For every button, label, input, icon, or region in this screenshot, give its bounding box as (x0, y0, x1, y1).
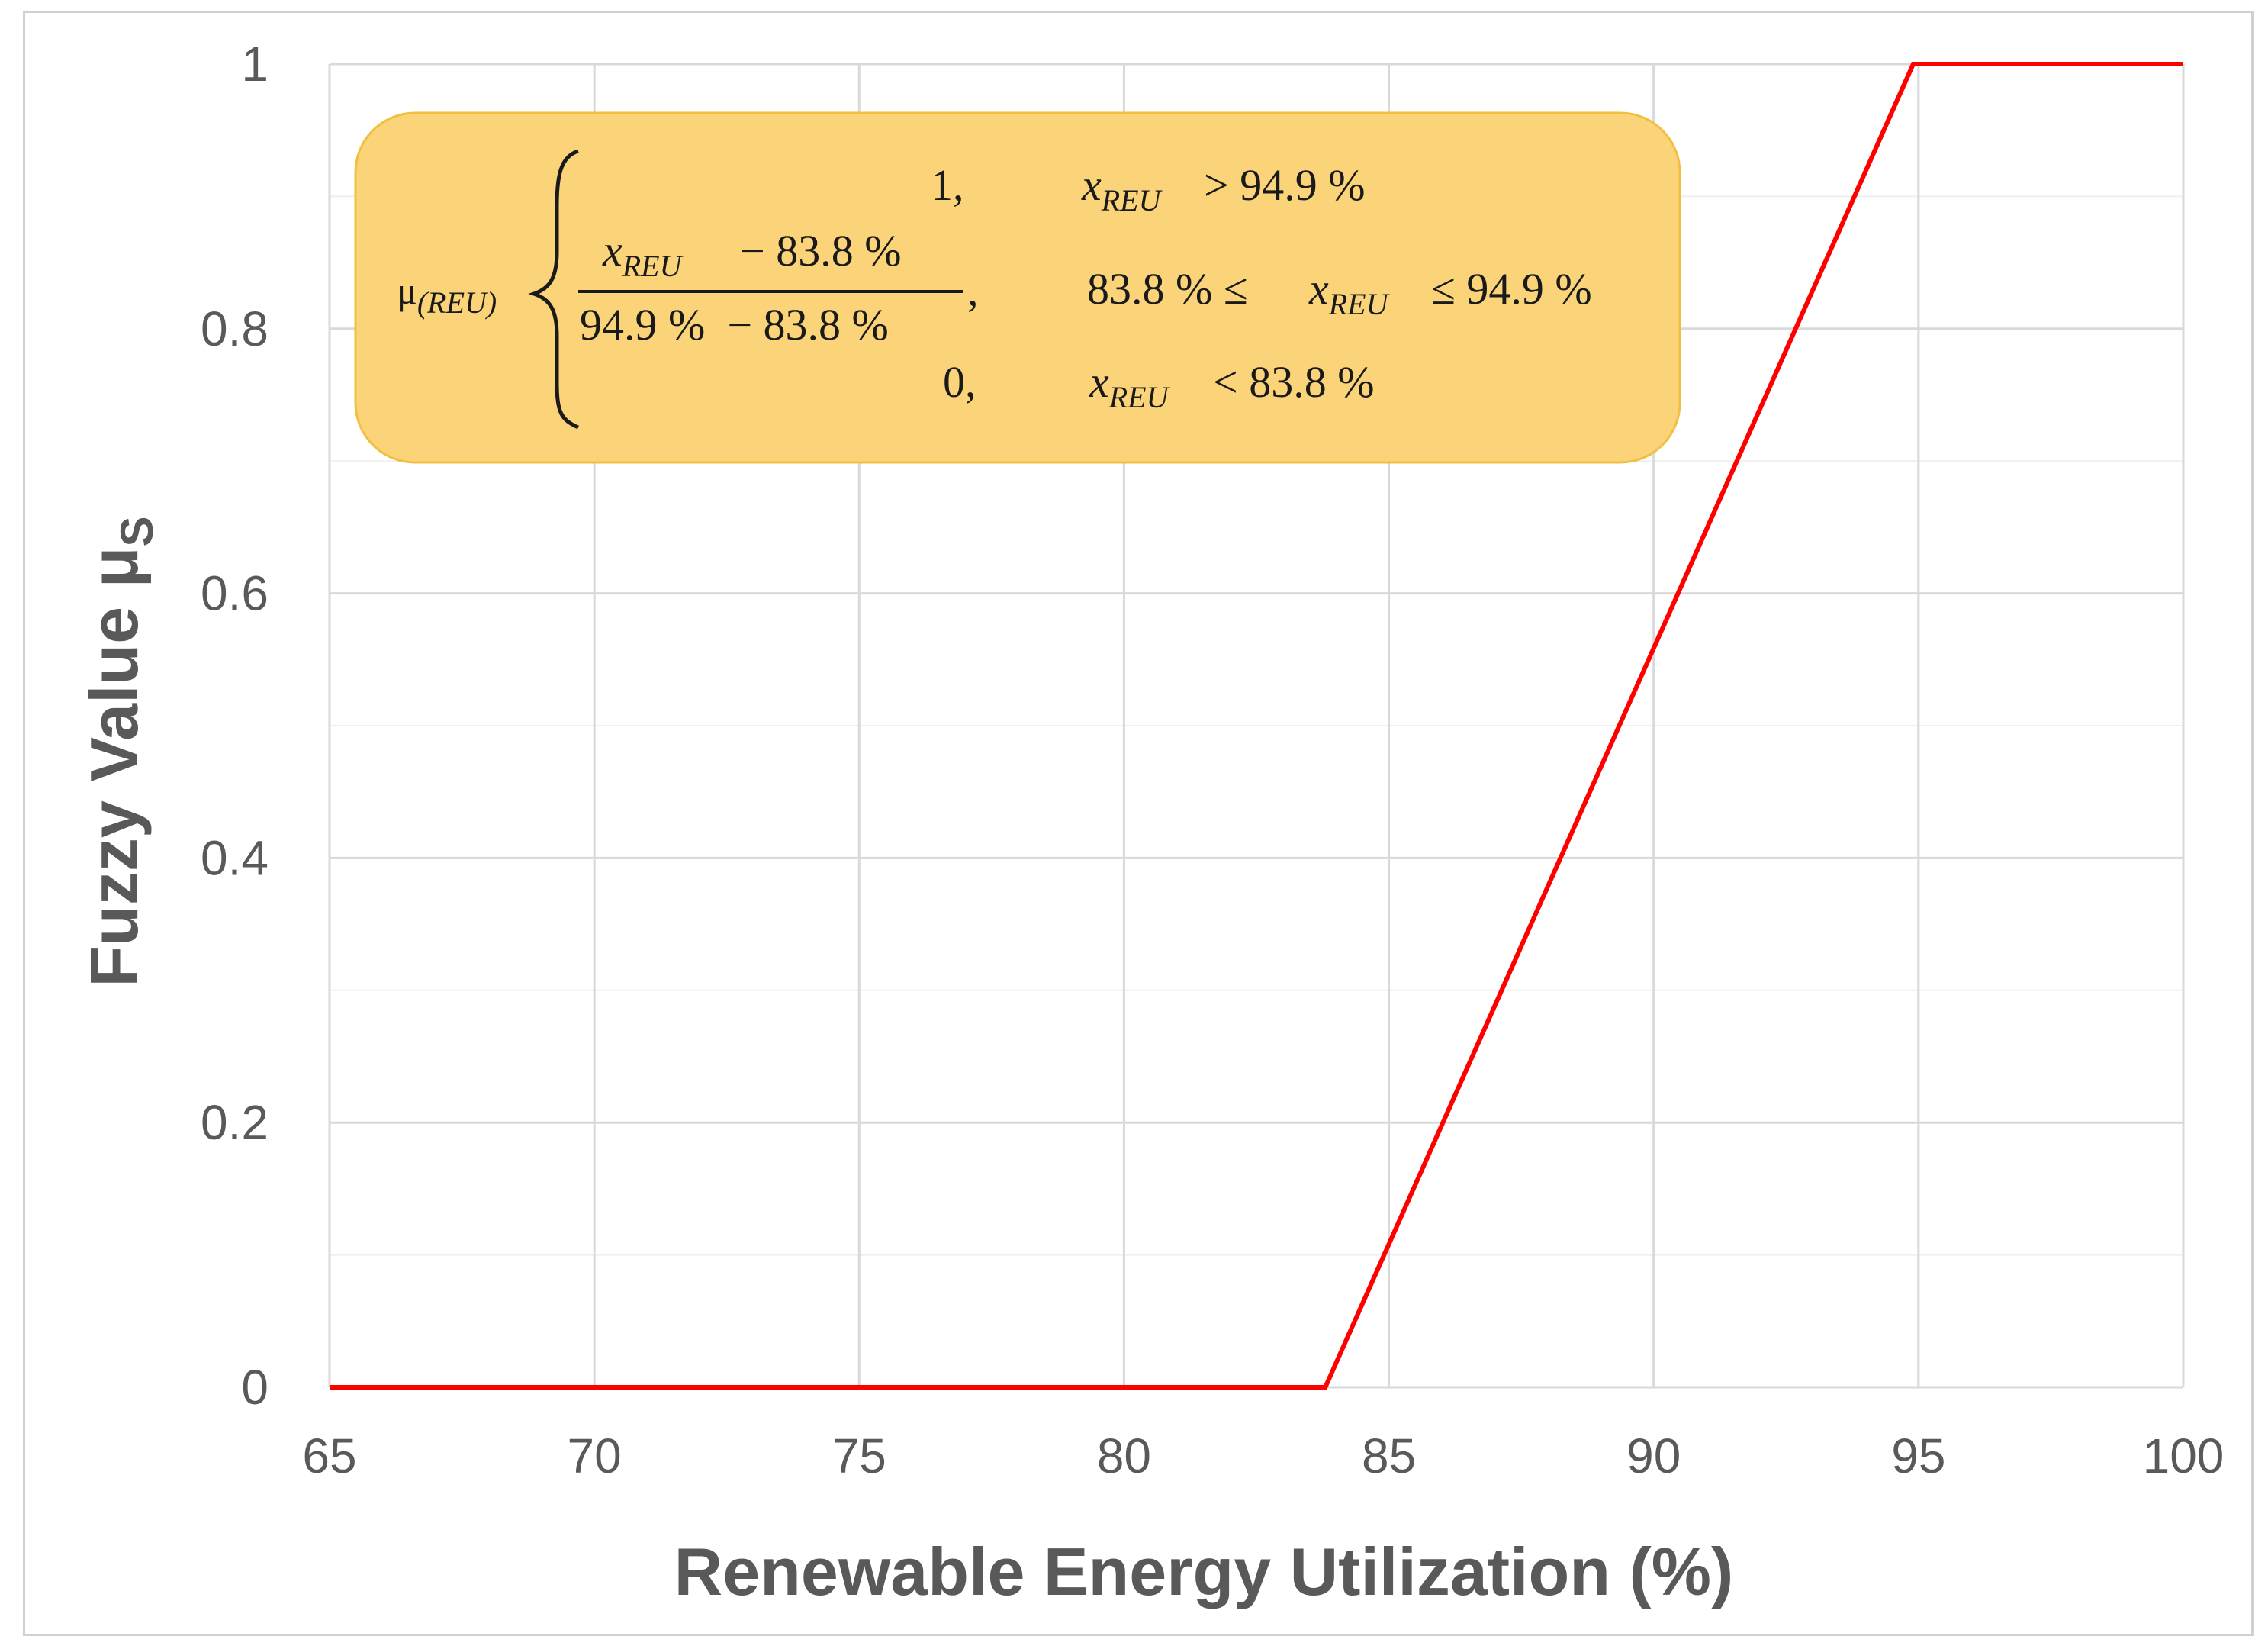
case3-cond: < 83.8 % (1213, 357, 1375, 407)
x-tick-label: 80 (1097, 1428, 1151, 1483)
formula-annotation: μ(REU) 1, xREU > 94.9 % xREU − 83.8 % 94… (354, 111, 1681, 464)
y-tick-label: 1 (241, 37, 269, 92)
y-axis-title-sub: S (111, 516, 162, 546)
case1-value: 1, (931, 160, 964, 210)
series-group (330, 62, 2183, 1390)
x-tick-label: 90 (1626, 1428, 1681, 1483)
x-tick-label: 85 (1362, 1428, 1416, 1483)
x-tick-label: 75 (832, 1428, 886, 1483)
case1-var: xREU (1081, 160, 1163, 217)
y-tick-label: 0.6 (201, 566, 269, 621)
case2-cond-left: 83.8 % ≤ (1087, 264, 1248, 314)
x-tick-label: 70 (568, 1428, 622, 1483)
case3-var: xREU (1089, 357, 1171, 414)
case2-den: 94.9 % − 83.8 % (580, 300, 889, 349)
case3-value: 0, (943, 357, 976, 407)
y-tick-label: 0.8 (201, 301, 269, 356)
x-tick-labels: 65 70 75 80 85 90 95 100 (302, 1428, 2224, 1483)
y-tick-label: 0 (241, 1360, 269, 1415)
y-axis-title: Fuzzy Value μS (76, 516, 162, 987)
case2-num-rest: − 83.8 % (740, 226, 902, 275)
case1-cond: > 94.9 % (1204, 160, 1366, 210)
x-tick-label: 95 (1891, 1428, 1945, 1483)
y-tick-label: 0.4 (201, 830, 269, 885)
case2-comma: , (967, 266, 979, 315)
y-tick-labels: 0 0.2 0.4 0.6 0.8 1 (201, 37, 269, 1415)
y-axis-title-main: Fuzzy Value μ (76, 546, 152, 987)
case2-cond-right: ≤ 94.9 % (1431, 264, 1592, 314)
x-tick-label: 65 (302, 1428, 356, 1483)
series-line (330, 62, 2183, 1390)
case2-num-var: xREU (602, 226, 684, 283)
x-tick-label: 100 (2143, 1428, 2225, 1483)
mu-label: μ(REU) (397, 269, 497, 320)
curly-brace (528, 149, 580, 430)
y-tick-label: 0.2 (201, 1095, 269, 1150)
x-axis-title: Renewable Energy Utilization (%) (674, 1534, 1734, 1609)
case2-var: xREU (1308, 264, 1391, 321)
formula-box (354, 111, 1681, 464)
